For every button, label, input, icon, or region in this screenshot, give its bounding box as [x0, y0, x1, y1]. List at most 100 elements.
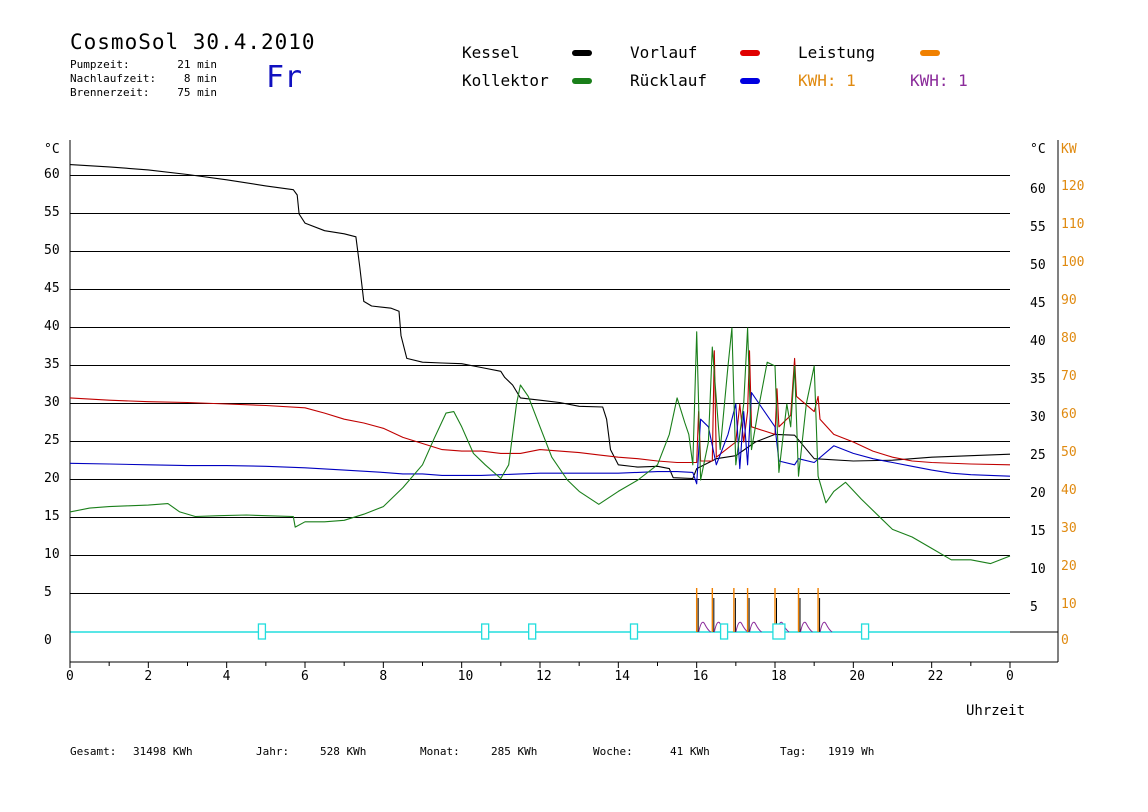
y-tick-left-20: 20: [44, 471, 60, 486]
stat-nachlaufzeit-label: Nachlaufzeit:: [70, 72, 157, 85]
y-tick-left-15: 15: [44, 509, 60, 524]
power-tick-120: 120: [1061, 179, 1084, 194]
y-tick-left-25: 25: [44, 433, 60, 448]
y-tick-left-55: 55: [44, 205, 60, 220]
stat-pumpzeit-label: Pumpzeit:: [70, 58, 130, 71]
power-tick-90: 90: [1061, 293, 1077, 308]
power-tick-30: 30: [1061, 521, 1077, 536]
x-tick-6: 12: [536, 669, 552, 684]
series-line-3: [69, 327, 1011, 565]
footer-woche-value: 41 KWh: [670, 745, 710, 758]
pump-marker-4: [719, 623, 729, 640]
footer-tag-label: Tag:: [780, 745, 807, 758]
left-unit-label: °C: [44, 142, 60, 157]
y-tick-left-50: 50: [44, 243, 60, 258]
kwh-orange-label: KWH: 1: [798, 71, 856, 90]
y-tick-left-5: 5: [44, 585, 52, 600]
series-lines: [69, 164, 1011, 565]
series-line-2: [69, 392, 1011, 485]
pump-marker-2: [528, 623, 537, 640]
y-tick-left-60: 60: [44, 167, 60, 182]
x-tick-5: 10: [458, 669, 474, 684]
energy-bump-3: [749, 621, 762, 633]
pump-marker-6: [860, 623, 870, 640]
x-tick-3: 6: [301, 669, 309, 684]
y-tick-right-45: 45: [1030, 296, 1046, 311]
x-tick-1: 2: [144, 669, 152, 684]
power-tick-0: 0: [1061, 633, 1069, 648]
y-tick-right-5: 5: [1030, 600, 1038, 615]
stat-brennerzeit-label: Brennerzeit:: [70, 86, 150, 99]
power-tick-80: 80: [1061, 331, 1077, 346]
power-unit-label: KW: [1061, 142, 1077, 157]
pump-marker-3: [629, 623, 639, 640]
pump-markers: [257, 623, 870, 640]
footer-jahr-value: 528 KWh: [320, 745, 367, 758]
kwh-purple-label: KWH: 1: [910, 71, 968, 90]
power-tick-20: 20: [1061, 559, 1077, 574]
power-tick-50: 50: [1061, 445, 1077, 460]
x-tick-11: 22: [928, 669, 944, 684]
pump-marker-1: [481, 623, 490, 640]
power-tick-100: 100: [1061, 255, 1084, 270]
power-tick-40: 40: [1061, 483, 1077, 498]
x-tick-4: 8: [379, 669, 387, 684]
legend-ruecklauf-swatch: [740, 78, 760, 84]
legend-kessel-swatch: [572, 50, 592, 56]
stat-pumpzeit-value: 21 min: [177, 58, 217, 71]
footer-tag-value: 1919 Wh: [828, 745, 875, 758]
y-tick-right-60: 60: [1030, 182, 1046, 197]
y-tick-right-10: 10: [1030, 562, 1046, 577]
footer-woche-label: Woche:: [593, 745, 633, 758]
axes: [69, 140, 1059, 668]
y-tick-left-0: 0: [44, 633, 52, 648]
x-tick-12: 0: [1006, 669, 1014, 684]
y-tick-left-45: 45: [44, 281, 60, 296]
grid-lines: [70, 175, 1058, 633]
series-line-1: [69, 350, 1011, 466]
y-tick-left-10: 10: [44, 547, 60, 562]
chart-title: CosmoSol 30.4.2010: [70, 30, 316, 54]
footer-monat-value: 285 KWh: [491, 745, 538, 758]
legend-vorlauf-swatch: [740, 50, 760, 56]
y-tick-right-30: 30: [1030, 410, 1046, 425]
legend-leistung-label: Leistung: [798, 43, 876, 62]
x-tick-8: 16: [693, 669, 709, 684]
x-tick-7: 14: [614, 669, 630, 684]
power-tick-10: 10: [1061, 597, 1077, 612]
series-line-0: [69, 164, 1011, 480]
power-tick-60: 60: [1061, 407, 1077, 422]
footer-jahr-label: Jahr:: [256, 745, 290, 758]
power-spikes: [695, 588, 833, 633]
weekday-label: Fr: [266, 60, 303, 95]
x-tick-2: 4: [223, 669, 231, 684]
stat-brennerzeit-value: 75 min: [177, 86, 217, 99]
legend-ruecklauf-label: Rücklauf: [630, 71, 708, 90]
legend-kollektor-label: Kollektor: [462, 71, 549, 90]
energy-bump-6: [819, 621, 833, 633]
x-tick-0: 0: [66, 669, 74, 684]
tick-labels: 0510152025303540455055605101520253035404…: [44, 167, 1084, 684]
x-tick-10: 20: [849, 669, 865, 684]
y-tick-right-20: 20: [1030, 486, 1046, 501]
footer-gesamt-value: 31498 KWh: [133, 745, 193, 758]
power-tick-70: 70: [1061, 369, 1077, 384]
y-tick-right-50: 50: [1030, 258, 1046, 273]
footer-gesamt-label: Gesamt:: [70, 745, 117, 758]
legend-kessel-label: Kessel: [462, 43, 520, 62]
y-tick-left-35: 35: [44, 357, 60, 372]
x-axis-label: Uhrzeit: [966, 703, 1025, 719]
legend-kollektor-swatch: [572, 78, 592, 84]
y-tick-left-30: 30: [44, 395, 60, 410]
right-unit-label: °C: [1030, 142, 1046, 157]
y-tick-left-40: 40: [44, 319, 60, 334]
energy-bump-2: [735, 621, 749, 633]
y-tick-right-25: 25: [1030, 448, 1046, 463]
legend-leistung-swatch: [920, 50, 940, 56]
y-tick-right-35: 35: [1030, 372, 1046, 387]
y-tick-right-15: 15: [1030, 524, 1046, 539]
pump-marker-5: [772, 623, 786, 640]
x-tick-9: 18: [771, 669, 787, 684]
energy-bump-0: [698, 621, 711, 633]
